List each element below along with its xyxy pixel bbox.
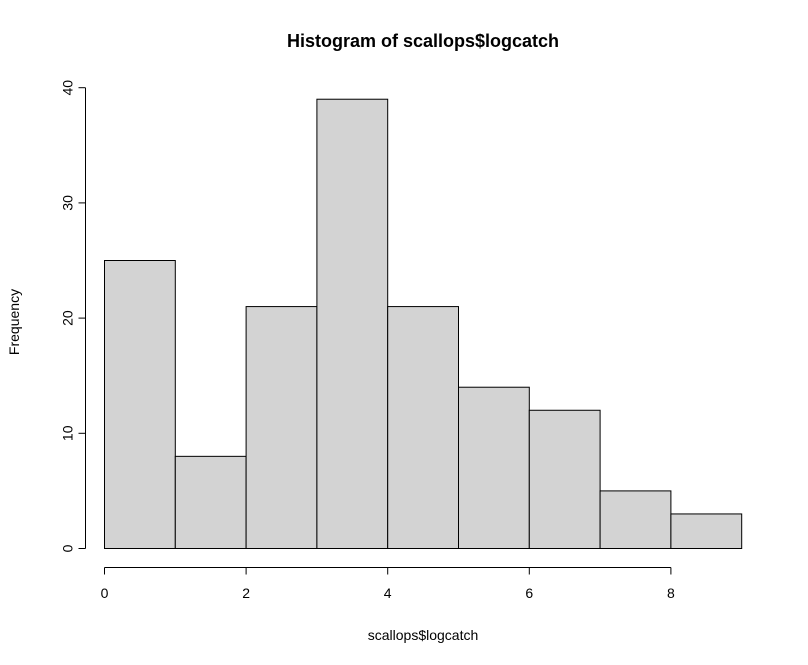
chart-title: Histogram of scallops$logcatch (287, 31, 559, 51)
histogram-bar-3 (316, 98, 389, 549)
histogram-bar-4 (387, 306, 460, 549)
x-tick-label-4: 8 (667, 585, 675, 601)
y-tick-label-2: 20 (60, 310, 76, 326)
y-axis: 0 10 20 30 40 (60, 80, 86, 552)
x-tick-label-2: 4 (384, 585, 392, 601)
histogram-bar-7 (599, 490, 672, 549)
y-tick-label-4: 40 (60, 80, 76, 96)
y-tick-label-3: 30 (60, 195, 76, 211)
histogram-bar-6 (528, 409, 601, 550)
bars-group (104, 98, 743, 550)
x-axis-label: scallops$logcatch (368, 627, 479, 643)
x-tick-label-1: 2 (242, 585, 250, 601)
histogram-bar-1 (174, 455, 247, 549)
histogram-bar-5 (458, 386, 530, 549)
histogram-bar-8 (670, 513, 743, 550)
x-axis: 0 2 4 6 8 (101, 567, 675, 601)
y-tick-label-0: 0 (60, 544, 76, 552)
y-axis-label: Frequency (6, 289, 22, 355)
histogram-bar-0 (104, 260, 176, 549)
histogram-bar-2 (245, 306, 318, 549)
y-tick-label-1: 10 (60, 425, 76, 441)
x-tick-label-0: 0 (101, 585, 109, 601)
x-tick-label-3: 6 (525, 585, 533, 601)
